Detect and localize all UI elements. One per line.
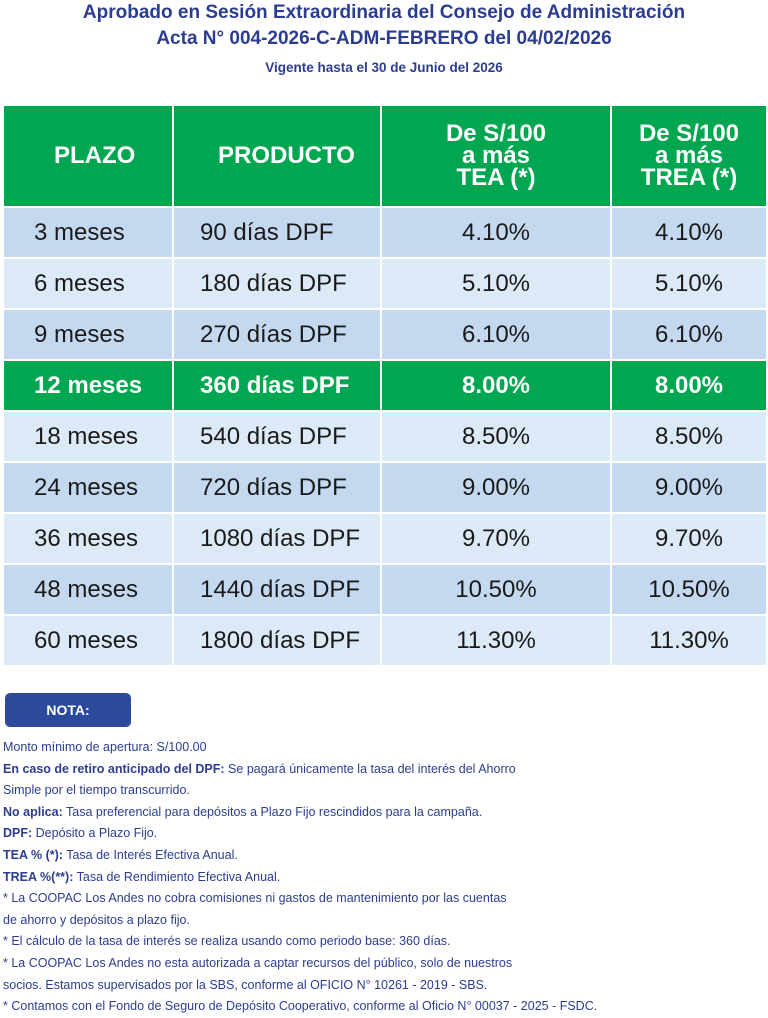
note-tea-label: TEA % (*):	[3, 847, 63, 862]
note-noaplica-text: Tasa preferencial para depósitos a Plazo…	[62, 804, 483, 819]
trea-cell: 8.50%	[610, 410, 768, 463]
note-bullet-base-period: * El cálculo de la tasa de interés se re…	[3, 934, 451, 949]
note-bullet-commissions: * La COOPAC Los Andes no cobra comisione…	[3, 891, 507, 906]
header-trea-line3: TREA (*)	[640, 164, 738, 191]
tea-cell: 8.00%	[380, 359, 612, 412]
table-row: 3 meses 90 días DPF 4.10% 4.10%	[2, 206, 768, 259]
validity-line: Vigente hasta el 30 de Junio del 2026	[265, 60, 503, 75]
note-early-withdrawal: En caso de retiro anticipado del DPF: Se…	[3, 759, 763, 781]
tea-cell: 9.00%	[380, 461, 612, 514]
trea-cell: 4.10%	[610, 206, 768, 259]
rates-table: PLAZO PRODUCTO De S/100 a más TEA (*) De…	[2, 104, 768, 667]
plazo-cell: 36 meses	[2, 512, 174, 565]
note-dpf: DPF: Depósito a Plazo Fijo.	[3, 823, 763, 845]
plazo-cell: 3 meses	[2, 206, 174, 259]
note-tea: TEA % (*): Tasa de Interés Efectiva Anua…	[3, 845, 763, 867]
note-bullet-sbs-cont: socios. Estamos supervisados por la SBS,…	[3, 977, 488, 992]
tea-cell: 9.70%	[380, 512, 612, 565]
nota-badge: NOTA:	[5, 693, 131, 727]
tea-cell: 10.50%	[380, 563, 612, 616]
note-min-amount: Monto mínimo de apertura: S/100.00	[3, 740, 207, 754]
producto-cell: 90 días DPF	[172, 206, 382, 259]
table-row-highlight: 12 meses 360 días DPF 8.00% 8.00%	[2, 359, 768, 412]
producto-cell: 1800 días DPF	[172, 614, 382, 667]
plazo-cell: 18 meses	[2, 410, 174, 463]
table-row: 48 meses 1440 días DPF 10.50% 10.50%	[2, 563, 768, 616]
trea-cell: 5.10%	[610, 257, 768, 310]
producto-cell: 1440 días DPF	[172, 563, 382, 616]
producto-cell: 180 días DPF	[172, 257, 382, 310]
trea-cell: 9.00%	[610, 461, 768, 514]
note-noaplica-label: No aplica:	[3, 804, 63, 819]
plazo-cell: 48 meses	[2, 563, 174, 616]
plazo-cell: 6 meses	[2, 257, 174, 310]
note-early-withdrawal-cont: Simple por el tiempo transcurrido.	[3, 783, 190, 798]
tea-cell: 8.50%	[380, 410, 612, 463]
note-trea-text: Tasa de Rendimiento Efectiva Anual.	[73, 869, 281, 884]
producto-cell: 270 días DPF	[172, 308, 382, 361]
table-row: 18 meses 540 días DPF 8.50% 8.50%	[2, 410, 768, 463]
header-trea-line2: a más	[654, 142, 724, 169]
approval-line: Aprobado en Sesión Extraordinaria del Co…	[82, 2, 686, 23]
trea-cell: 11.30%	[610, 614, 768, 667]
table-header-row: PLAZO PRODUCTO De S/100 a más TEA (*) De…	[2, 104, 768, 208]
note-tea-text: Tasa de Interés Efectiva Anual.	[62, 847, 238, 862]
header-tea-line2: a más	[461, 142, 531, 169]
note-no-aplica: No aplica: Tasa preferencial para depósi…	[3, 802, 763, 824]
header-trea-line1: De S/100	[638, 120, 740, 147]
header-tea-line3: TEA (*)	[456, 164, 536, 191]
notes-block: Monto mínimo de apertura: S/100.00 En ca…	[3, 737, 763, 1018]
note-bullet-commissions-cont: de ahorro y depósitos a plazo fijo.	[3, 912, 190, 927]
trea-cell: 6.10%	[610, 308, 768, 361]
header-tea: De S/100 a más TEA (*)	[380, 104, 612, 208]
header-tea-line1: De S/100	[445, 120, 547, 147]
producto-cell: 540 días DPF	[172, 410, 382, 463]
tea-cell: 6.10%	[380, 308, 612, 361]
plazo-cell: 12 meses	[2, 359, 174, 412]
producto-cell: 720 días DPF	[172, 461, 382, 514]
note-early-label: En caso de retiro anticipado del DPF:	[3, 761, 225, 776]
tea-cell: 5.10%	[380, 257, 612, 310]
note-bullet-fsdc: * Contamos con el Fondo de Seguro de Dep…	[3, 999, 598, 1014]
producto-cell: 360 días DPF	[172, 359, 382, 412]
tea-cell: 4.10%	[380, 206, 612, 259]
table-row: 36 meses 1080 días DPF 9.70% 9.70%	[2, 512, 768, 565]
note-trea: TREA %(**): Tasa de Rendimiento Efectiva…	[3, 867, 763, 889]
plazo-cell: 24 meses	[2, 461, 174, 514]
header-plazo: PLAZO	[2, 104, 174, 208]
tea-cell: 11.30%	[380, 614, 612, 667]
note-dpf-text: Depósito a Plazo Fijo.	[32, 826, 158, 841]
header-producto: PRODUCTO	[172, 104, 382, 208]
acta-line: Acta N° 004-2026-C-ADM-FEBRERO del 04/02…	[156, 28, 612, 49]
note-dpf-label: DPF:	[3, 826, 33, 841]
trea-cell: 10.50%	[610, 563, 768, 616]
table-row: 9 meses 270 días DPF 6.10% 6.10%	[2, 308, 768, 361]
trea-cell: 9.70%	[610, 512, 768, 565]
note-early-text: Se pagará únicamente la tasa del interés…	[224, 761, 516, 776]
header-trea: De S/100 a más TREA (*)	[610, 104, 768, 208]
note-trea-label: TREA %(**):	[3, 869, 74, 884]
plazo-cell: 9 meses	[2, 308, 174, 361]
table-row: 60 meses 1800 días DPF 11.30% 11.30%	[2, 614, 768, 667]
note-bullet-sbs: * La COOPAC Los Andes no esta autorizada…	[3, 955, 513, 970]
header: Aprobado en Sesión Extraordinaria del Co…	[0, 0, 768, 75]
trea-cell: 8.00%	[610, 359, 768, 412]
table-row: 24 meses 720 días DPF 9.00% 9.00%	[2, 461, 768, 514]
plazo-cell: 60 meses	[2, 614, 174, 667]
producto-cell: 1080 días DPF	[172, 512, 382, 565]
table-row: 6 meses 180 días DPF 5.10% 5.10%	[2, 257, 768, 310]
